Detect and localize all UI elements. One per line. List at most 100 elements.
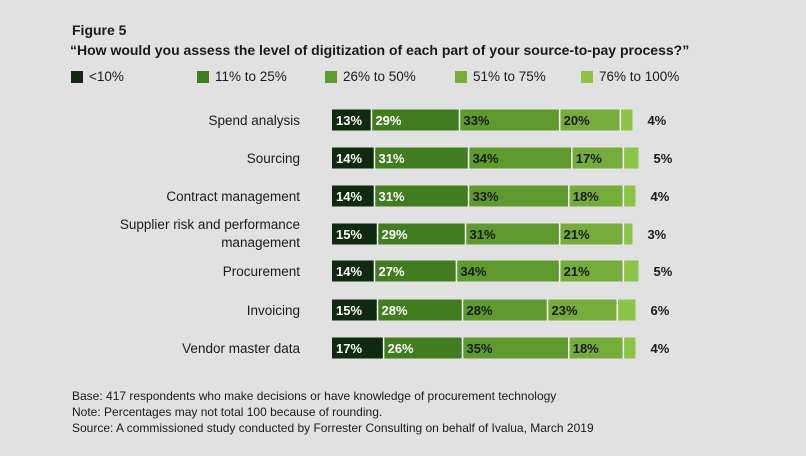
bar-segment	[377, 299, 463, 321]
chart-legend: <10% 11% to 25% 26% to 50% 51% to 75% 76% to…	[71, 69, 711, 89]
data-label: 29%	[375, 113, 401, 128]
data-label: 15%	[336, 303, 362, 318]
bar-segment	[559, 109, 621, 131]
data-label: 4%	[651, 189, 670, 204]
note-source: Source: A commissioned study conducted b…	[72, 421, 594, 435]
data-label: 26%	[388, 341, 414, 356]
bar-segment	[559, 260, 624, 282]
data-label: 14%	[336, 264, 362, 279]
data-label: 31%	[378, 151, 404, 166]
data-label: 27%	[378, 264, 404, 279]
category-label: Procurement	[223, 264, 301, 279]
figure-label: Figure 5	[72, 22, 127, 38]
bar-segment	[332, 337, 384, 359]
bar-segment	[462, 337, 569, 359]
bar-segment	[377, 223, 466, 245]
bar-segment	[332, 147, 375, 169]
legend-swatch	[71, 70, 83, 83]
bar-segment	[623, 260, 639, 282]
bar-segment	[465, 223, 560, 245]
bar-segment	[571, 147, 624, 169]
bar-segment	[468, 185, 569, 207]
data-label: 14%	[336, 151, 362, 166]
data-label: 13%	[336, 113, 362, 128]
bar-segment	[617, 299, 636, 321]
data-label: 20%	[564, 113, 590, 128]
bar-segment	[623, 147, 639, 169]
legend-swatch	[325, 70, 337, 83]
bar-segment	[547, 299, 618, 321]
data-label: 23%	[551, 303, 577, 318]
data-label: 17%	[336, 341, 362, 356]
data-label: 31%	[378, 189, 404, 204]
bar-segment	[459, 109, 560, 131]
data-label: 4%	[651, 341, 670, 356]
legend-item-3: 26% to 50%	[325, 69, 416, 84]
legend-label: <10%	[89, 69, 124, 84]
bar-segment	[468, 147, 572, 169]
data-label: 14%	[336, 189, 362, 204]
data-label: 3%	[647, 227, 666, 242]
category-label: Invoicing	[247, 303, 300, 318]
legend-label: 11% to 25%	[215, 69, 287, 84]
bar-segment	[383, 337, 463, 359]
legend-label: 51% to 75%	[473, 69, 546, 84]
data-label: 34%	[473, 151, 499, 166]
data-label: 35%	[467, 341, 493, 356]
legend-label: 26% to 50%	[343, 69, 416, 84]
legend-swatch	[455, 70, 467, 83]
bar-segment	[371, 109, 460, 131]
chart-title: “How would you assess the level of digit…	[70, 42, 690, 58]
bar-segment	[559, 223, 624, 245]
note-base: Base: 417 respondents who make decisions…	[72, 389, 557, 403]
category-label: Sourcing	[247, 151, 300, 166]
data-label: 17%	[576, 151, 602, 166]
note-rounding: Note: Percentages may not total 100 beca…	[72, 405, 383, 419]
category-label: Spend analysis	[208, 113, 300, 128]
legend-item-2: 11% to 25%	[197, 69, 287, 84]
legend-label: 76% to 100%	[599, 69, 680, 84]
data-label: 4%	[647, 113, 666, 128]
bar-segment	[462, 299, 548, 321]
data-label: 6%	[651, 303, 670, 318]
bar-segment	[620, 109, 633, 131]
legend-swatch	[581, 70, 593, 83]
bar-segment	[623, 185, 636, 207]
data-label: 18%	[573, 341, 599, 356]
category-label: Contract management	[166, 189, 300, 204]
legend-item-5: 76% to 100%	[581, 69, 679, 84]
data-label: 33%	[473, 189, 499, 204]
bar-segment	[623, 223, 633, 245]
legend-item-1: <10%	[71, 69, 124, 84]
data-label: 5%	[654, 264, 673, 279]
bar-segment	[568, 185, 624, 207]
data-label: 28%	[382, 303, 408, 318]
bar-segment	[568, 337, 624, 359]
data-label: 5%	[654, 151, 673, 166]
data-label: 29%	[382, 227, 408, 242]
chart-notes: Base: 417 respondents who make decisions…	[72, 388, 594, 436]
data-label: 21%	[564, 264, 590, 279]
bar-segment	[374, 185, 469, 207]
data-label: 28%	[467, 303, 493, 318]
legend-swatch	[197, 70, 209, 83]
bar-segment	[374, 260, 457, 282]
bar-segment	[374, 147, 469, 169]
data-label: 21%	[564, 227, 590, 242]
category-label: Vendor master data	[182, 341, 300, 356]
data-label: 15%	[336, 227, 362, 242]
data-label: 31%	[470, 227, 496, 242]
bar-segment	[332, 223, 378, 245]
bar-segment	[332, 109, 372, 131]
data-label: 34%	[460, 264, 486, 279]
legend-item-4: 51% to 75%	[455, 69, 546, 84]
bar-segment	[623, 337, 636, 359]
data-label: 33%	[463, 113, 489, 128]
bar-segment	[332, 299, 378, 321]
bar-segment	[456, 260, 560, 282]
data-label: 18%	[573, 189, 599, 204]
category-label: Supplier risk and performance management	[120, 217, 300, 250]
bar-segment	[332, 185, 375, 207]
bar-segment	[332, 260, 375, 282]
